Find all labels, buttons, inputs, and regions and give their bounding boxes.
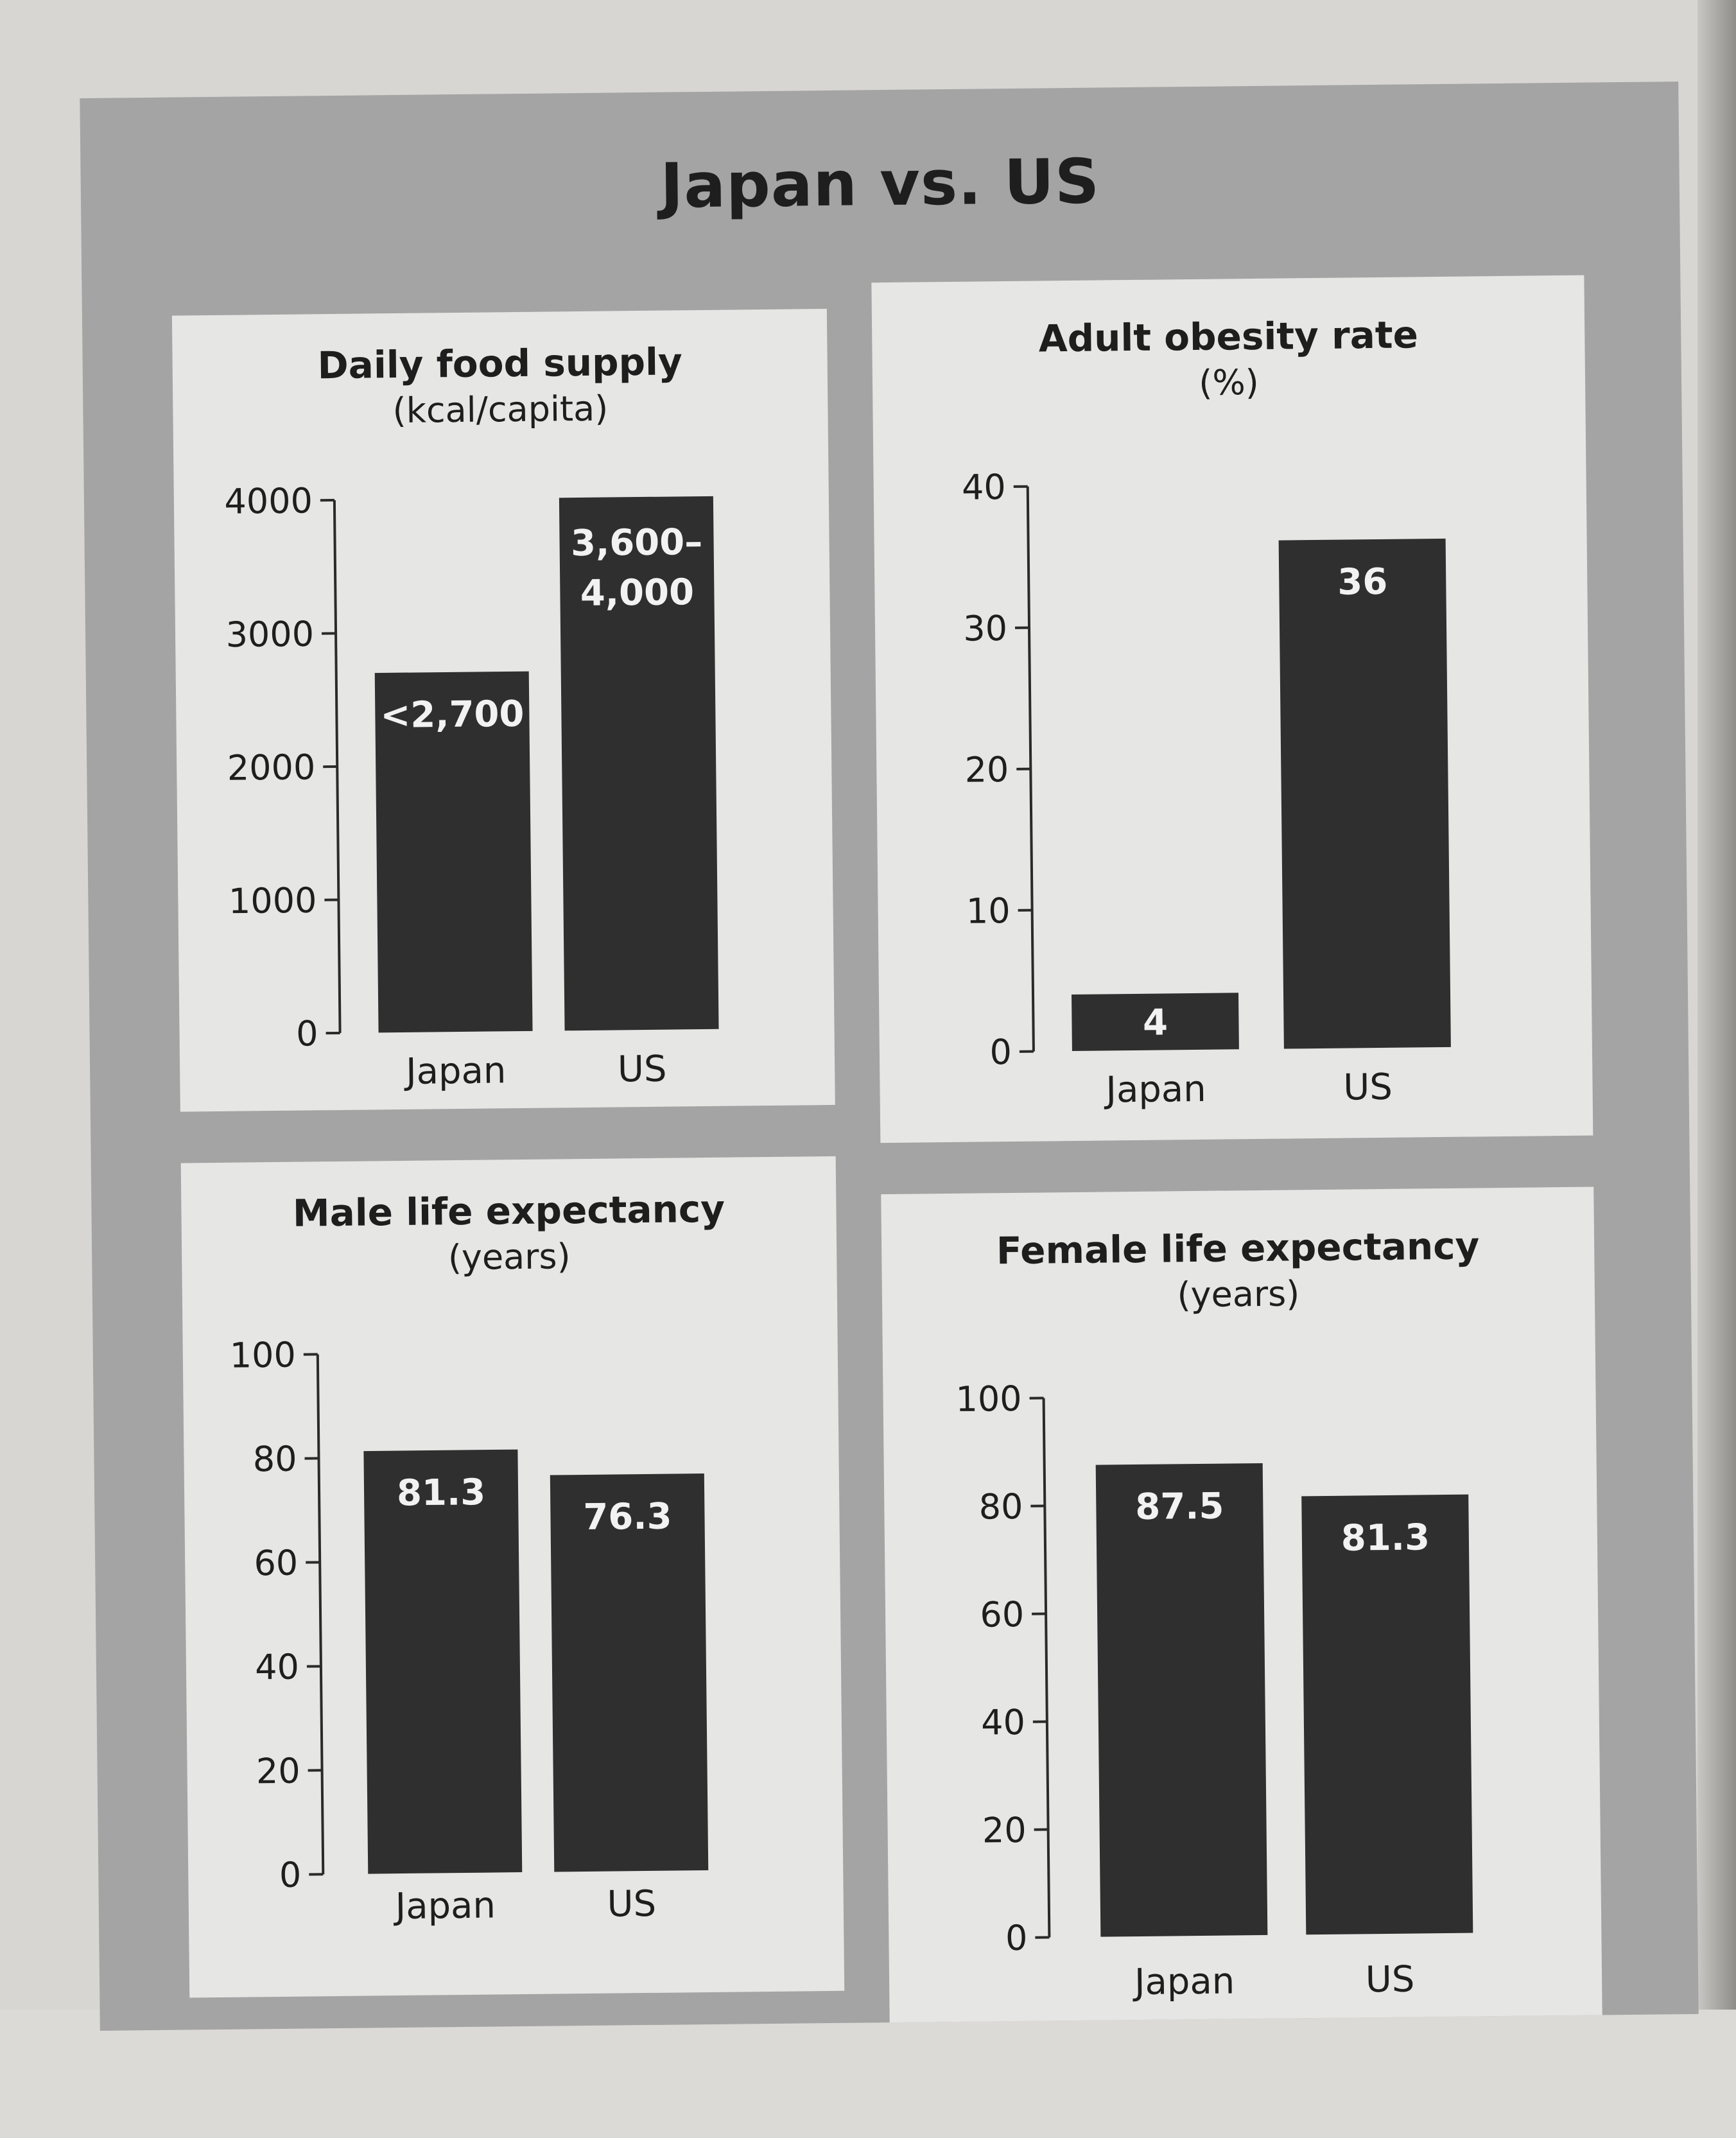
- bar-value-label-line: 36: [1337, 561, 1388, 604]
- y-tick-label: 0: [296, 1013, 318, 1054]
- page-bottom: [0, 2010, 1736, 2138]
- y-tick-label: 20: [964, 749, 1009, 790]
- chart-subtitle: (years): [1177, 1273, 1299, 1315]
- y-tick-label: 80: [978, 1486, 1023, 1527]
- bar-value-label-line: 81.3: [397, 1472, 486, 1514]
- bar-us: [1301, 1494, 1473, 1935]
- bar-value-label-line: 87.5: [1135, 1486, 1224, 1528]
- y-tick-label: 2000: [227, 747, 315, 788]
- bar-value-label-line: 4: [1143, 1002, 1168, 1043]
- y-tick-label: 30: [963, 608, 1007, 649]
- chart-title: Adult obesity rate: [1038, 313, 1418, 360]
- chart-title: Male life expectancy: [293, 1187, 725, 1235]
- bar-value-label: 87.5: [1135, 1486, 1224, 1528]
- y-tick-label: 60: [980, 1594, 1024, 1635]
- y-tick-label: 10: [966, 891, 1011, 932]
- y-tick-label: 0: [1005, 1918, 1028, 1958]
- y-tick-label: 100: [229, 1335, 296, 1376]
- bar-us: [559, 496, 719, 1031]
- bar-value-label-line: <2,700: [380, 693, 525, 736]
- bar-value-label-line: 4,000: [580, 571, 695, 614]
- bar-value-label-line: 3,600–: [571, 521, 703, 564]
- bar-japan: [1072, 993, 1239, 1052]
- chart-daily-food-supply: Daily food supply (kcal/capita) 0 1000 2000 3…: [171, 308, 835, 1112]
- y-tick-label: 100: [955, 1378, 1022, 1420]
- category-label: Japan: [404, 1050, 507, 1093]
- bar-value-label: 81.3: [397, 1472, 486, 1514]
- y-tick-label: 0: [989, 1032, 1012, 1072]
- category-label: US: [607, 1883, 656, 1925]
- category-label: Japan: [1133, 1960, 1235, 2003]
- page-edge: [1697, 0, 1736, 2138]
- y-tick-label: 1000: [229, 880, 317, 921]
- bar-value-label: 4: [1143, 1002, 1168, 1043]
- bar-value-label-line: 76.3: [583, 1496, 672, 1538]
- y-tick-label: 20: [256, 1751, 300, 1792]
- chart-female-life-expectancy: Female life expectancy (years) 0 20 40 60 80 10…: [881, 1186, 1602, 2023]
- chart-male-life-expectancy: Male life expectancy (years) 0 20 40 60 80 100 8…: [180, 1156, 845, 1998]
- chart-svg: Adult obesity rate(%) 0 10 20 30 40 4 Japan 36 US: [962, 313, 1451, 1111]
- bar-value-label: 3,600– 4,000: [571, 521, 704, 614]
- y-tick-label: 0: [279, 1855, 302, 1895]
- y-axis: [1042, 1398, 1051, 1938]
- category-label: US: [1343, 1066, 1393, 1109]
- chart-adult-obesity-rate: Adult obesity rate (%) 0 10 20 30 40 4 Japan 36 US: [871, 275, 1593, 1143]
- chart-svg: Daily food supply(kcal/capita) 0 1000 2000 3…: [224, 340, 719, 1093]
- chart-title: Daily food supply: [317, 340, 682, 387]
- chart-subtitle: (kcal/capita): [392, 388, 608, 431]
- y-tick-label: 60: [254, 1543, 298, 1584]
- bar-us: [1278, 538, 1451, 1049]
- bar-japan: [363, 1449, 523, 1874]
- bar-value-label: 81.3: [1341, 1517, 1430, 1559]
- y-tick-label: 40: [981, 1702, 1025, 1743]
- bar-japan: [1095, 1463, 1268, 1937]
- y-tick-label: 40: [962, 467, 1006, 508]
- chart-svg: Female life expectancy(years) 0 20 40 60 80 10…: [955, 1224, 1480, 2003]
- figure-panel: Japan vs. US Daily food supply (kcal/capi…: [80, 82, 1699, 2031]
- category-label: US: [618, 1048, 667, 1091]
- category-label: Japan: [1104, 1068, 1206, 1111]
- bar-value-label: 76.3: [583, 1496, 672, 1538]
- y-tick-label: 80: [252, 1439, 297, 1480]
- bar-value-label: 36: [1337, 561, 1388, 604]
- bar-us: [550, 1473, 709, 1872]
- category-label: US: [1365, 1959, 1414, 2001]
- bar-value-label: <2,700: [380, 693, 525, 736]
- chart-svg: Male life expectancy(years) 0 20 40 60 80 100 8…: [229, 1187, 725, 1927]
- y-tick-label: 20: [982, 1810, 1027, 1851]
- chart-subtitle: (%): [1199, 362, 1259, 403]
- y-axis: [316, 1354, 325, 1875]
- y-tick-label: 40: [255, 1647, 299, 1688]
- bar-value-label-line: 81.3: [1341, 1517, 1430, 1559]
- category-label: Japan: [393, 1884, 496, 1927]
- y-tick-label: 3000: [225, 614, 314, 655]
- chart-subtitle: (years): [448, 1236, 571, 1278]
- chart-title: Female life expectancy: [996, 1224, 1480, 1273]
- y-tick-label: 4000: [224, 480, 313, 521]
- page-title: Japan vs. US: [659, 145, 1100, 222]
- bar-japan: [374, 671, 533, 1033]
